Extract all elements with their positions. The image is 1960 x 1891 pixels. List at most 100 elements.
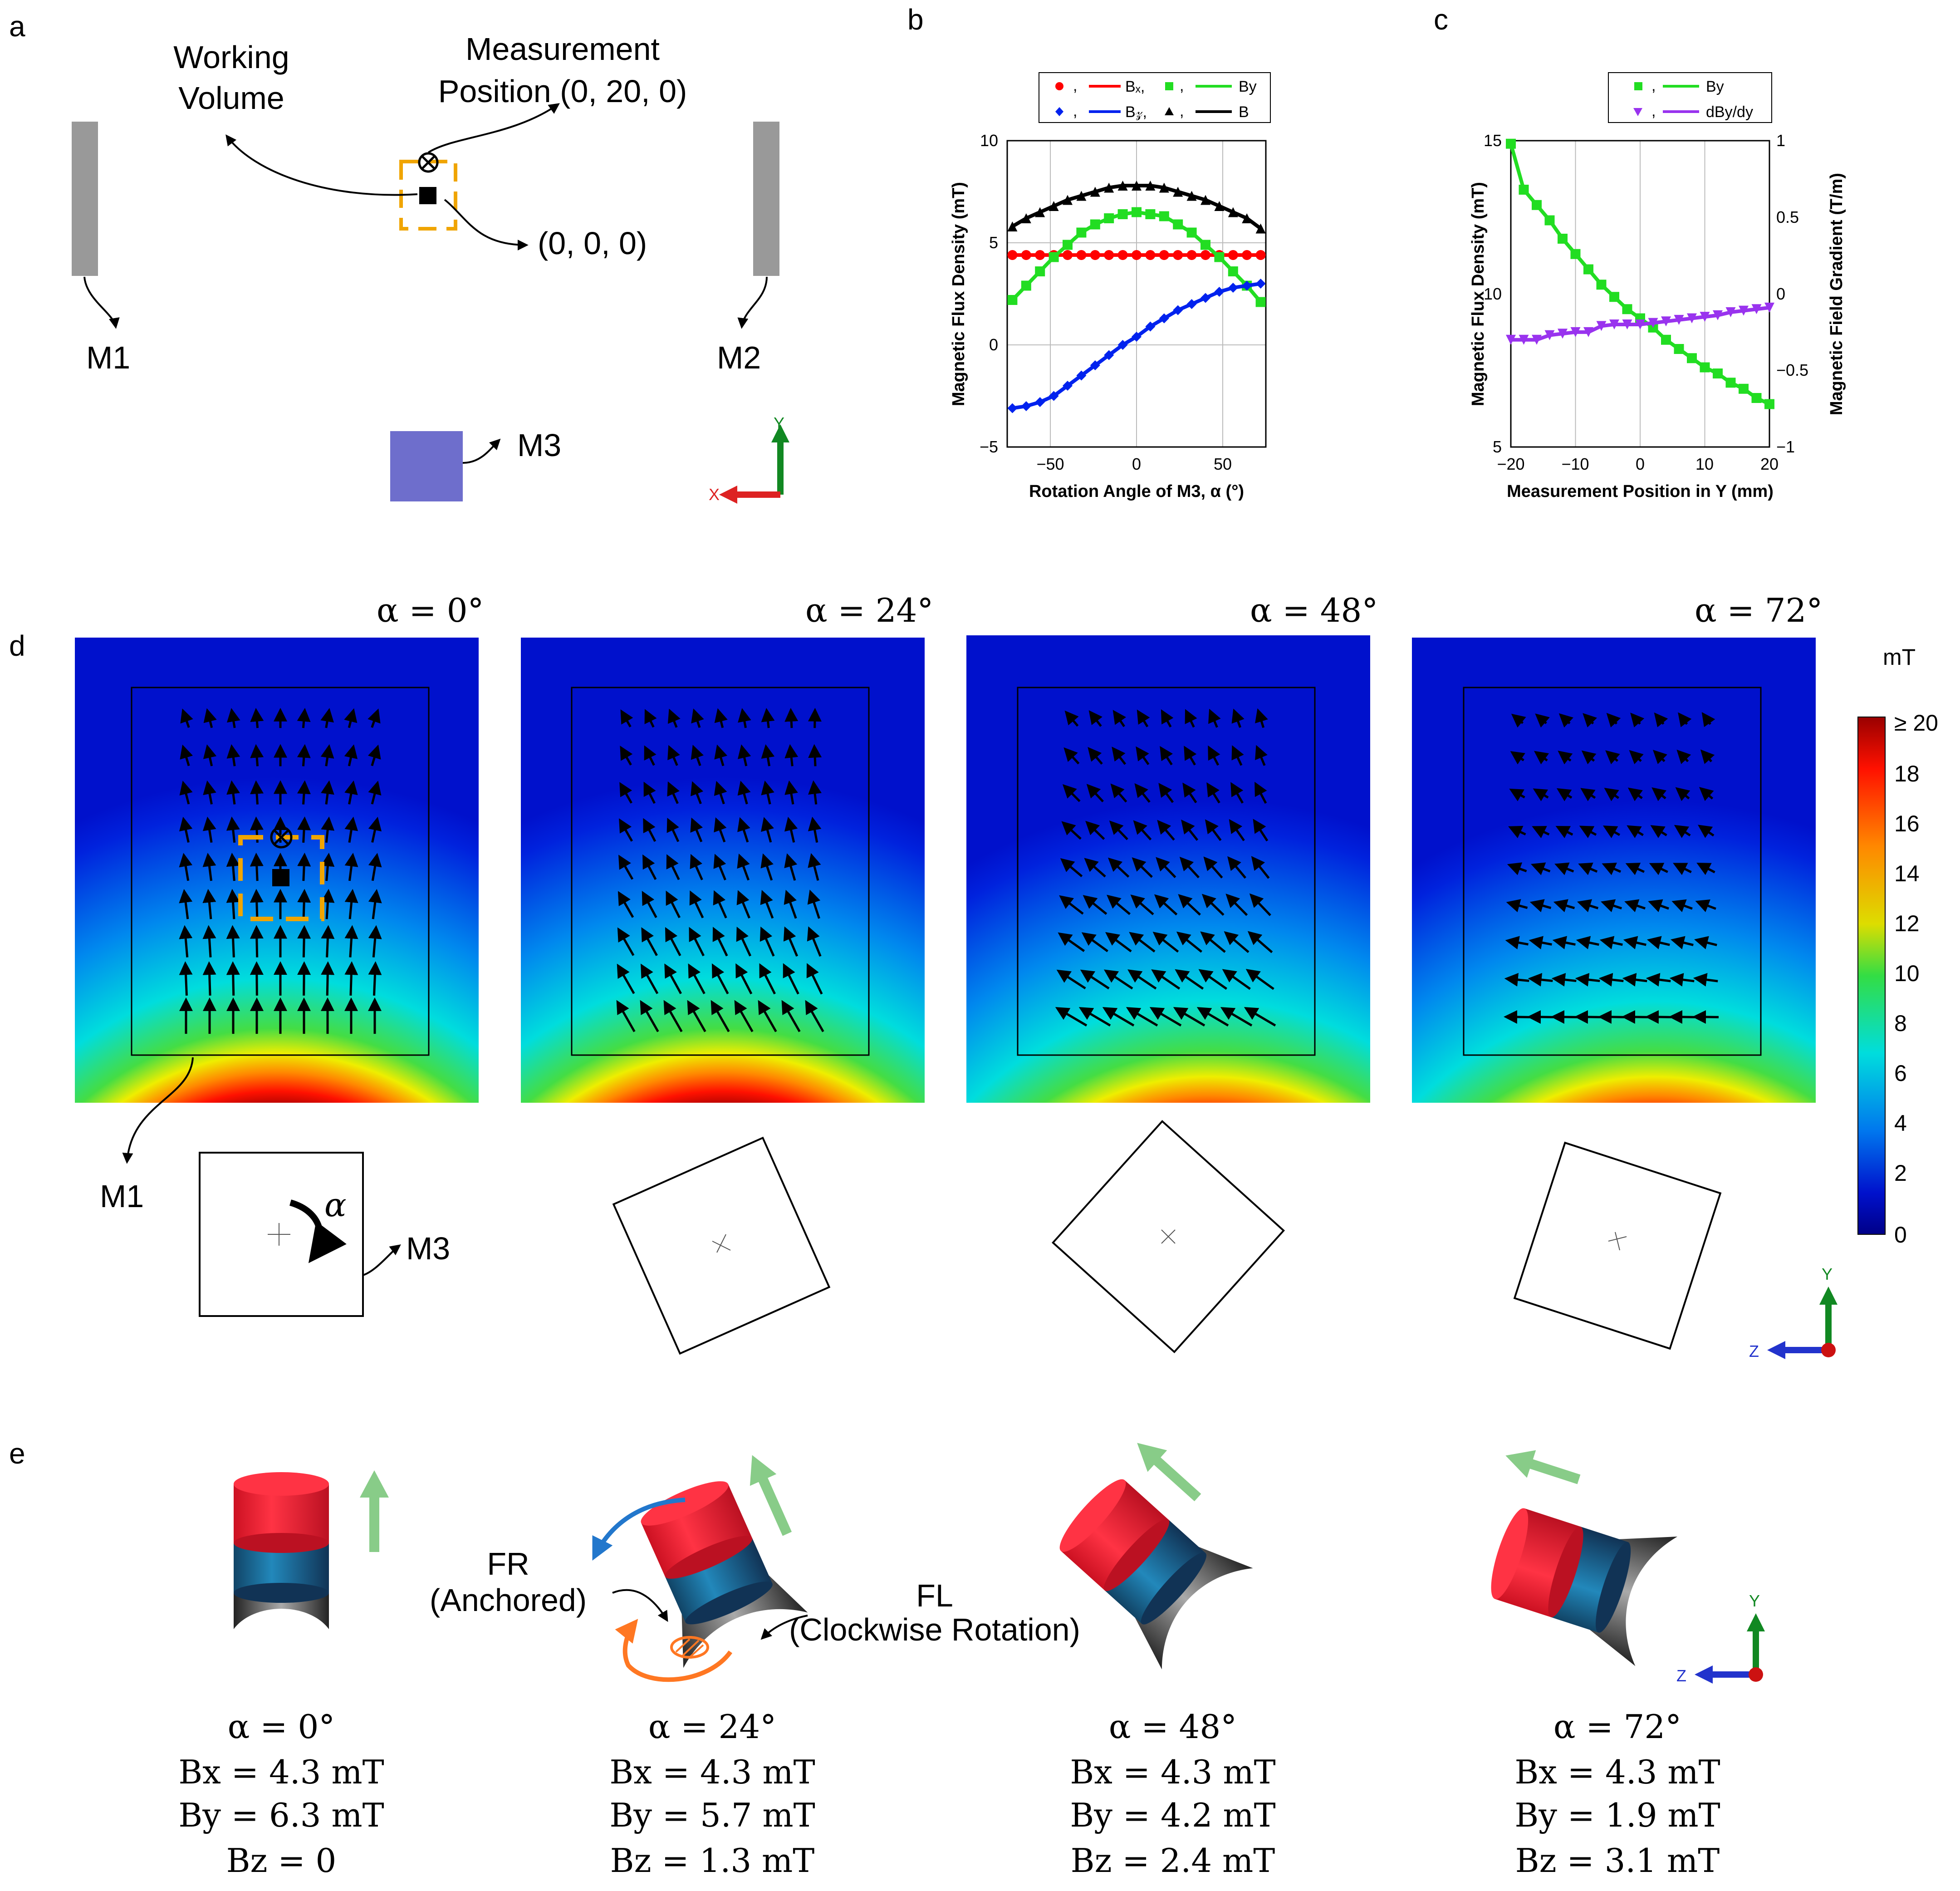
panel-a: a Working Volume Measurement Position (0…: [9, 10, 789, 504]
b-point-By: [1007, 295, 1018, 305]
b-point-Bz: [1255, 279, 1266, 289]
field-vector: [1629, 750, 1644, 765]
field-vector: [226, 889, 240, 919]
m1-arrow-d: [122, 1057, 194, 1164]
d-title-2: α = 48°: [1250, 591, 1378, 629]
field-vector: [760, 926, 775, 957]
b-point-B: [1132, 181, 1142, 191]
field-vector: [1107, 894, 1131, 915]
b-point-Bx: [1132, 250, 1142, 260]
field-vector: [737, 853, 750, 881]
colorbar-tick: 4: [1894, 1110, 1907, 1136]
b-point-By: [1132, 207, 1142, 217]
c-point-By: [1558, 234, 1568, 244]
axis-y-label: Y: [774, 414, 784, 432]
b-point-B: [1200, 195, 1210, 205]
field-vector: [1134, 783, 1151, 803]
b-point-Bx: [1007, 250, 1018, 260]
field-vector: [1504, 973, 1529, 987]
c-point-dBy/dy: [1609, 319, 1619, 329]
c-ytick-right: −0.5: [1776, 361, 1808, 379]
field-vector: [202, 925, 216, 958]
c-point-By: [1609, 292, 1619, 302]
legend-comma: ,: [1073, 103, 1077, 120]
field-vector: [781, 1000, 801, 1032]
field-vector: [297, 744, 311, 766]
c-point-By: [1544, 215, 1555, 226]
b-point-By: [1173, 219, 1183, 230]
field-vector: [1554, 862, 1574, 875]
field-vector: [1532, 826, 1550, 839]
c-point-By: [1661, 334, 1671, 345]
caption-bx: Bx = 4.3 mT: [1514, 1753, 1720, 1791]
field-vector: [643, 781, 656, 804]
b-point-Bz: [1021, 401, 1031, 411]
field-vector: [1627, 825, 1644, 838]
c-point-dBy/dy: [1506, 334, 1516, 345]
field-vector: [640, 1000, 659, 1032]
field-vector: [620, 746, 633, 766]
field-vector: [227, 708, 240, 728]
b-point-B: [1035, 207, 1045, 217]
field-vector: [368, 708, 381, 728]
colorbar-unit: mT: [1883, 644, 1916, 670]
field-vector: [737, 817, 750, 843]
field-vector: [320, 744, 334, 766]
field-vector: [1535, 713, 1550, 728]
field-vector: [1126, 1007, 1158, 1027]
b-point-B: [1021, 213, 1031, 223]
field-vector: [1694, 936, 1717, 949]
field-vector: [179, 925, 193, 958]
panel-label-a: a: [9, 10, 25, 43]
b-point-B: [1242, 213, 1252, 223]
field-vector: [1156, 857, 1176, 878]
field-vector: [617, 963, 635, 994]
field-vector: [1102, 1007, 1135, 1027]
b-point-B: [1049, 201, 1059, 211]
field-vector: [344, 889, 358, 919]
field-vector: [368, 853, 382, 881]
d-m3-label: M3: [406, 1231, 450, 1266]
field-vector: [321, 852, 335, 881]
field-vector: [1133, 820, 1152, 840]
fl-label: FL: [916, 1578, 953, 1613]
field-vector: [784, 707, 799, 728]
c-point-By: [1751, 393, 1762, 403]
axis-triad-e: Y Z: [1676, 1591, 1765, 1685]
field-vector: [736, 926, 752, 957]
fl-rotation-arrow: [615, 1619, 733, 1682]
b-point-By: [1076, 227, 1087, 238]
field-vector: [1078, 1007, 1111, 1027]
field-vector: [1695, 899, 1716, 912]
field-vector: [691, 745, 704, 766]
field-vector: [1196, 1007, 1229, 1027]
plot-b-frame: [1006, 140, 1267, 448]
field-vector: [1109, 820, 1128, 840]
field-vector: [808, 744, 822, 766]
field-vector: [1245, 969, 1274, 990]
field-vector: [226, 816, 240, 843]
b-point-Bx: [1104, 250, 1114, 260]
c-xlabel: Measurement Position in Y (mm): [1507, 482, 1774, 501]
field-vector: [1625, 863, 1645, 875]
field-vector: [1623, 936, 1646, 949]
c-point-By: [1713, 368, 1723, 378]
c-ytick-left: 10: [1484, 285, 1502, 303]
c-point-By: [1519, 185, 1529, 195]
field-vector: [1173, 1007, 1205, 1027]
field-vector: [1580, 788, 1596, 801]
field-vector: [807, 926, 822, 957]
field-vector: [1576, 936, 1599, 949]
fr-rotation-arrow: [592, 1498, 686, 1561]
legend-comma: ,: [1180, 103, 1184, 120]
b-point-B: [1173, 187, 1183, 197]
m2-arrow: [737, 276, 768, 329]
field-vector: [664, 963, 682, 994]
field-vector: [1154, 894, 1178, 916]
b-point-By: [1200, 240, 1210, 250]
field-vector: [1509, 788, 1525, 801]
m3-arrow-d: [363, 1244, 401, 1276]
field-vector: [736, 890, 750, 919]
field-vector: [344, 744, 358, 766]
alpha-rotation-arrow: [289, 1199, 347, 1263]
